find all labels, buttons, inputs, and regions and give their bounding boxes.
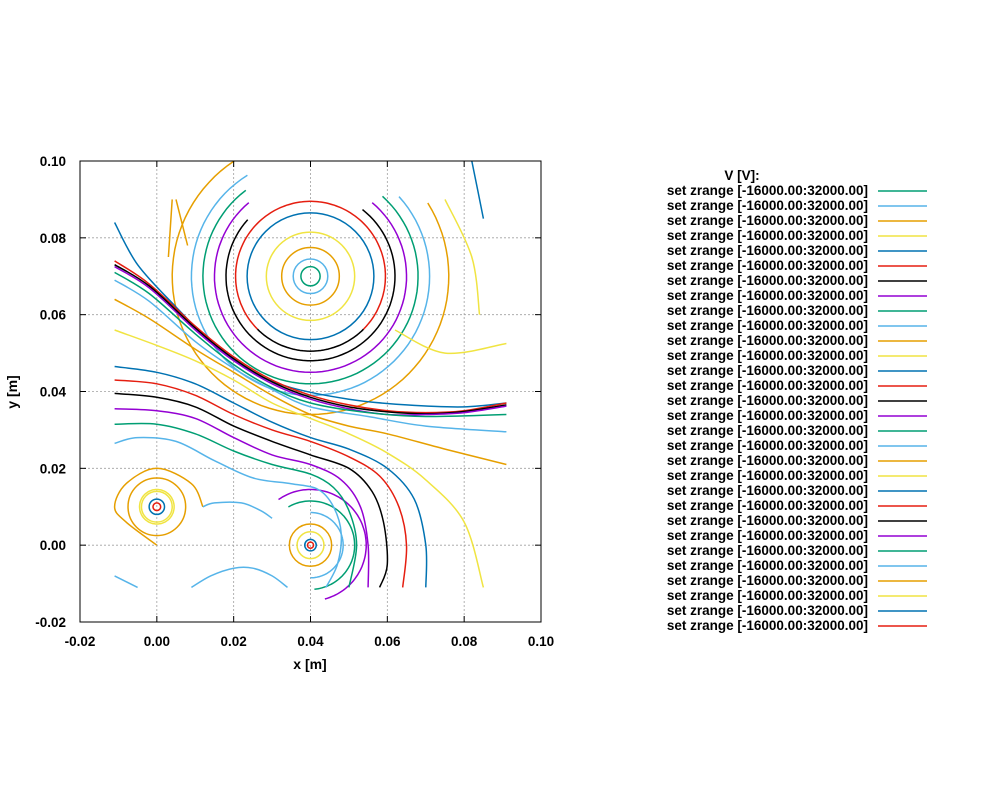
legend-entry-label: set zrange [-16000.00:32000.00] (667, 198, 868, 213)
legend-entry-label: set zrange [-16000.00:32000.00] (667, 558, 868, 573)
legend-entry-label: set zrange [-16000.00:32000.00] (667, 243, 868, 258)
contour-circle (246, 212, 375, 341)
contour-circle (306, 541, 315, 549)
contour-lines (113, 161, 507, 600)
x-tick-label: 0.10 (528, 634, 554, 649)
contour-circle (265, 231, 356, 322)
contour-arc (256, 328, 365, 352)
contour-line (113, 467, 204, 546)
y-tick-label: 0.00 (40, 538, 66, 553)
contour-line (114, 279, 507, 433)
x-tick-label: 0.02 (221, 634, 247, 649)
contour-arc (138, 488, 175, 525)
y-tick-label: -0.02 (35, 615, 66, 630)
legend-entry-label: set zrange [-16000.00:32000.00] (667, 513, 868, 528)
contour-line (394, 329, 507, 355)
contour-arc (278, 488, 367, 600)
contour-circle (148, 498, 166, 516)
x-tick-label: -0.02 (65, 634, 96, 649)
x-tick-label: 0.04 (297, 634, 324, 649)
y-tick-label: 0.08 (40, 231, 67, 246)
x-tick-label: 0.06 (374, 634, 401, 649)
contour-circle (127, 477, 187, 537)
contour-line (114, 365, 428, 588)
contour-line (114, 265, 507, 416)
legend-entry-label: set zrange [-16000.00:32000.00] (667, 618, 868, 633)
legend-entry-label: set zrange [-16000.00:32000.00] (667, 483, 868, 498)
legend: V [V]: set zrange [-16000.00:32000.00]se… (667, 168, 927, 633)
contour-line (175, 199, 189, 246)
legend-entry-label: set zrange [-16000.00:32000.00] (667, 288, 868, 303)
contour-circle (140, 490, 173, 523)
legend-entry-label: set zrange [-16000.00:32000.00] (667, 438, 868, 453)
contour-circle (296, 530, 325, 560)
legend-entry-label: set zrange [-16000.00:32000.00] (667, 348, 868, 363)
contour-line (114, 392, 389, 588)
contour-arc (288, 500, 356, 590)
legend-entry-label: set zrange [-16000.00:32000.00] (667, 468, 868, 483)
y-axis-ticks: -0.02 0.00 0.02 0.04 0.06 0.08 0.10 (35, 154, 541, 630)
legend-entry-label: set zrange [-16000.00:32000.00] (667, 423, 868, 438)
contour-line (114, 436, 343, 588)
contour-line (167, 199, 173, 258)
y-axis-label: y [m] (4, 375, 20, 408)
x-axis-ticks: -0.02 0.00 0.02 0.04 0.06 0.08 0.10 (65, 161, 554, 649)
contour-arc (190, 174, 431, 397)
legend-title: V [V]: (724, 168, 759, 183)
legend-entry-label: set zrange [-16000.00:32000.00] (667, 213, 868, 228)
legend-entry-label: set zrange [-16000.00:32000.00] (667, 333, 868, 348)
contour-line (114, 329, 485, 588)
contour-arc (310, 200, 387, 330)
contour-line (202, 501, 273, 519)
contour-arc (171, 161, 450, 416)
legend-entry-label: set zrange [-16000.00:32000.00] (667, 258, 868, 273)
legend-entry-label: set zrange [-16000.00:32000.00] (667, 408, 868, 423)
contour-line (114, 298, 507, 466)
contour-arc (213, 202, 408, 374)
contour-line (114, 422, 358, 588)
contour-circle (303, 538, 318, 552)
contour-line (114, 575, 138, 589)
x-tick-label: 0.08 (451, 634, 478, 649)
contour-arc (202, 189, 419, 385)
y-tick-label: 0.06 (40, 308, 67, 323)
legend-entry-label: set zrange [-16000.00:32000.00] (667, 303, 868, 318)
contour-circle (300, 265, 321, 287)
grid (80, 161, 541, 622)
contour-arc (234, 200, 311, 330)
legend-entry-label: set zrange [-16000.00:32000.00] (667, 528, 868, 543)
contour-line (114, 379, 408, 588)
legend-entry-label: set zrange [-16000.00:32000.00] (667, 498, 868, 513)
legend-entry-label: set zrange [-16000.00:32000.00] (667, 318, 868, 333)
contour-circle (292, 258, 329, 295)
legend-entry-label: set zrange [-16000.00:32000.00] (667, 453, 868, 468)
x-tick-label: 0.00 (144, 634, 170, 649)
y-tick-label: 0.10 (40, 154, 66, 169)
legend-entry-label: set zrange [-16000.00:32000.00] (667, 363, 868, 378)
legend-entry-label: set zrange [-16000.00:32000.00] (667, 543, 868, 558)
contour-line (444, 199, 481, 315)
contour-arc (310, 511, 344, 579)
contour-line (471, 161, 485, 219)
legend-entry-label: set zrange [-16000.00:32000.00] (667, 228, 868, 243)
legend-entry-label: set zrange [-16000.00:32000.00] (667, 273, 868, 288)
contour-line (191, 566, 288, 589)
y-tick-label: 0.02 (40, 461, 66, 476)
legend-entry-label: set zrange [-16000.00:32000.00] (667, 603, 868, 618)
x-axis-label: x [m] (293, 656, 326, 672)
contour-circle (152, 502, 162, 512)
legend-entry-label: set zrange [-16000.00:32000.00] (667, 588, 868, 603)
legend-entry-label: set zrange [-16000.00:32000.00] (667, 393, 868, 408)
contour-circle (288, 523, 333, 568)
legend-entry-label: set zrange [-16000.00:32000.00] (667, 573, 868, 588)
contour-line (114, 408, 370, 588)
contour-circle (280, 246, 341, 306)
contour-line (114, 260, 507, 414)
contour-arc (225, 209, 396, 362)
y-tick-label: 0.04 (40, 385, 67, 400)
legend-entry-label: set zrange [-16000.00:32000.00] (667, 378, 868, 393)
legend-entry-label: set zrange [-16000.00:32000.00] (667, 183, 868, 198)
contour-line (114, 271, 507, 418)
